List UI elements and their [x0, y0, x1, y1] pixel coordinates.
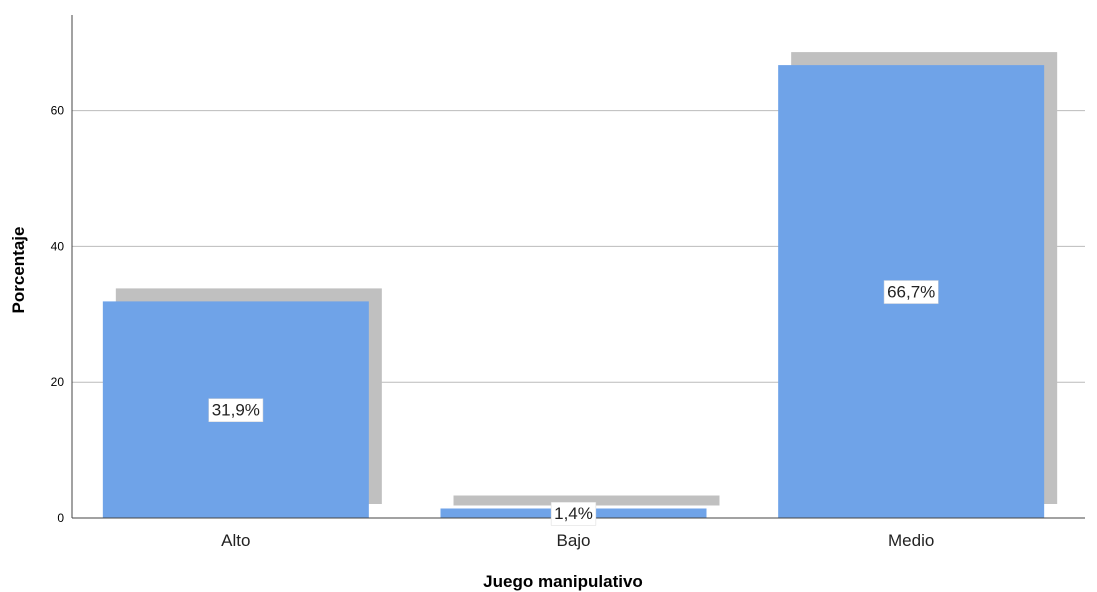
x-tick-label: Medio: [888, 531, 934, 550]
svg-text:31,9%: 31,9%: [212, 401, 260, 420]
data-label: 1,4%: [550, 501, 597, 526]
data-labels: 31,9% 1,4% 66,7%: [208, 280, 939, 526]
svg-text:1,4%: 1,4%: [554, 504, 593, 523]
x-axis-title: Juego manipulativo: [483, 572, 643, 591]
svg-text:66,7%: 66,7%: [887, 283, 935, 302]
bar-shadow: [453, 495, 720, 506]
y-tick-labels: 0 20 40 60: [51, 104, 65, 525]
data-label: 31,9%: [208, 398, 264, 422]
y-tick-label: 20: [51, 375, 65, 389]
y-axis-title: Porcentaje: [9, 227, 28, 314]
data-label: 66,7%: [883, 280, 939, 304]
x-tick-labels: Alto Bajo Medio: [221, 531, 934, 550]
y-tick-label: 60: [51, 104, 65, 118]
x-tick-label: Bajo: [556, 531, 590, 550]
y-tick-label: 0: [57, 511, 64, 525]
y-tick-label: 40: [51, 239, 65, 253]
x-tick-label: Alto: [221, 531, 250, 550]
